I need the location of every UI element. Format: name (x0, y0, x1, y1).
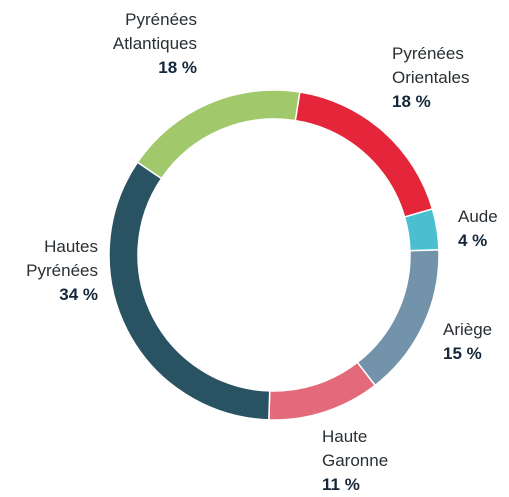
value-label: 18 % (392, 92, 431, 111)
value-label: 15 % (443, 344, 482, 363)
value-label: 4 % (458, 231, 488, 250)
slice-label: Aude 4 % (458, 205, 508, 253)
slice-label: Pyrénées Orientales 18 % (392, 42, 502, 114)
category-name: Pyrénées Atlantiques (112, 10, 197, 53)
slice (356, 249, 440, 387)
slice-label: Ariège 15 % (443, 318, 503, 366)
category-name: Ariège (443, 320, 493, 339)
slice-label: Hautes Pyrénées 34 % (0, 235, 98, 307)
value-label: 11 % (322, 475, 360, 494)
category-name: Hautes Pyrénées (26, 237, 98, 280)
value-label: 34 % (59, 285, 98, 304)
category-name: Aude (458, 207, 498, 226)
category-name: Pyrénées Orientales (392, 44, 470, 87)
category-name: Haute Garonne (322, 427, 389, 470)
slice-label: Pyrénées Atlantiques 18 % (97, 8, 197, 80)
slice (268, 361, 377, 421)
value-label: 18 % (158, 58, 197, 77)
slice (108, 161, 271, 421)
slice (403, 208, 440, 252)
slice (136, 89, 301, 180)
slice-label: Haute Garonne 11 % (322, 425, 412, 497)
